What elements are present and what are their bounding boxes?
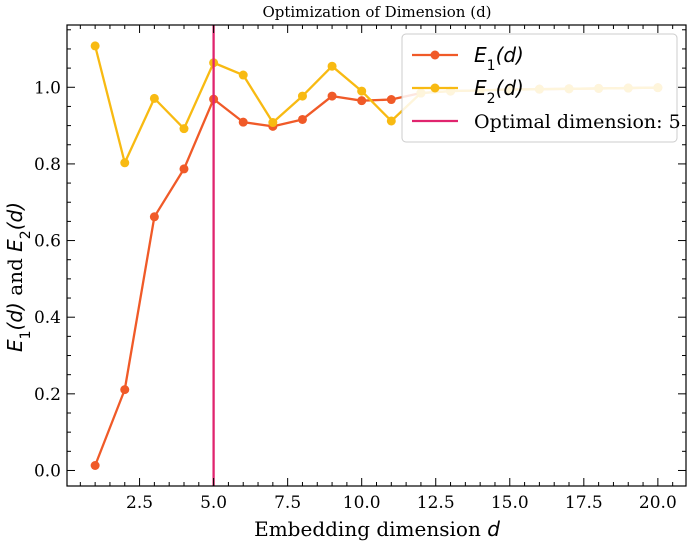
y-label-arg1: (d) [3, 302, 27, 330]
series-2-point-6 [238, 70, 248, 80]
y-label-and: and [3, 252, 27, 302]
legend-label-main: E [474, 43, 487, 67]
series-line-1 [93, 86, 660, 467]
series-2-point-1 [90, 41, 100, 51]
series-2-point-9 [327, 61, 337, 71]
series-1-point-3 [149, 212, 159, 222]
axis-ticks [67, 25, 686, 486]
y-tick-label: 0.8 [34, 155, 61, 175]
chart-title: Optimization of Dimension (d) [262, 3, 491, 21]
series-1-point-1 [90, 460, 100, 470]
x-tick-label: 5.0 [200, 493, 227, 513]
legend-handle-marker-2 [430, 83, 440, 93]
series-1-point-8 [297, 114, 307, 124]
legend-label-sub: 1 [487, 58, 496, 74]
y-label-e1: E [3, 339, 27, 352]
series-1-point-6 [238, 117, 248, 127]
x-tick-label: 15.0 [491, 493, 529, 513]
y-label-e2: E [3, 239, 27, 252]
series-2-point-10 [357, 86, 367, 96]
legend-label-arg: (d) [496, 43, 524, 67]
y-tick-label: 0.4 [34, 308, 61, 328]
x-tick-label: 7.5 [274, 493, 301, 513]
series-2-point-11 [386, 116, 396, 126]
plot-frame [66, 24, 687, 487]
legend-handle-marker-1 [430, 50, 440, 60]
y-tick-label: 0.6 [34, 232, 61, 252]
legend-label-main: E [474, 76, 487, 100]
x-tick-label: 10.0 [343, 493, 381, 513]
y-tick-label: 0.0 [34, 461, 61, 481]
legend-box [401, 33, 678, 143]
x-tick-label: 12.5 [417, 493, 455, 513]
y-label-sub1: 1 [18, 330, 34, 339]
plot-layer: 2.5 5.0 7.5 10.0 12.5 15.0 17.5 20.0 0.0 0.2 0.4 0.… [34, 24, 687, 513]
legend-label-arg: (d) [496, 76, 524, 100]
x-tick-label: 2.5 [126, 493, 153, 513]
x-axis-label-text: Embedding dimension [254, 517, 487, 541]
legend: E1(d)E2(d)Optimal dimension: 5 [401, 33, 681, 143]
series-1-point-10 [357, 96, 367, 106]
series-2-point-2 [120, 158, 130, 168]
legend-label-1: E1(d) [474, 43, 524, 74]
series-1-point-9 [327, 91, 337, 101]
legend-label-optimal: Optimal dimension: 5 [474, 111, 681, 133]
legend-label-2: E2(d) [474, 76, 524, 107]
y-label-arg2: (d) [3, 202, 27, 230]
y-label-sub2: 2 [18, 230, 34, 239]
series-1-point-11 [386, 95, 396, 105]
x-tick-label: 17.5 [565, 493, 603, 513]
series-2-point-4 [179, 124, 189, 134]
y-tick-label: 0.2 [34, 385, 61, 405]
legend-label-sub: 2 [487, 91, 496, 107]
x-axis-label-variable: d [487, 517, 500, 541]
x-tick-label: 20.0 [639, 493, 677, 513]
series-2-point-3 [149, 93, 159, 103]
y-tick-label: 1.0 [34, 78, 61, 98]
x-axis-label: Embedding dimension d [254, 517, 500, 541]
series-2-point-7 [268, 118, 278, 128]
series-1-point-4 [179, 164, 189, 174]
series-1-point-2 [120, 385, 130, 395]
series-2-point-8 [297, 91, 307, 101]
y-axis-label: E1(d) and E2(d) [3, 202, 34, 352]
